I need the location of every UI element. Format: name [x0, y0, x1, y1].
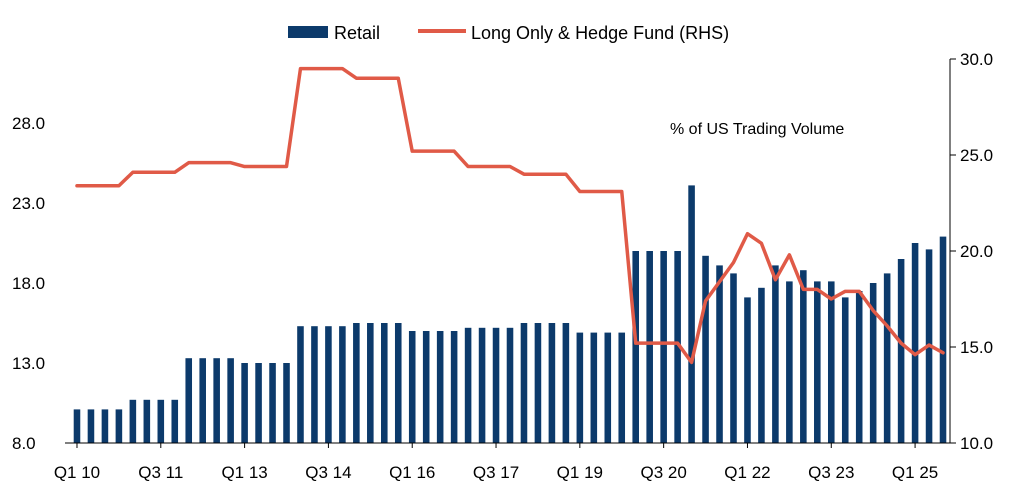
bar-retail: [101, 409, 109, 443]
bar-retail: [730, 273, 737, 443]
bar-retail: [73, 409, 81, 443]
bar-retail: [786, 281, 793, 443]
legend: Retail Long Only & Hedge Fund (RHS): [288, 23, 729, 43]
bar-retail: [590, 332, 598, 443]
left-tick-label: 23.0: [12, 194, 45, 213]
bar-retail: [800, 270, 807, 443]
bar-retail: [814, 281, 821, 443]
chart-annotation: % of US Trading Volume: [670, 121, 844, 138]
x-tick-label: Q3 23: [808, 463, 854, 482]
right-tick-label: 20.0: [960, 242, 993, 261]
bar-retail: [562, 323, 570, 443]
bar-retail: [87, 409, 95, 443]
left-tick-label: 18.0: [12, 274, 45, 293]
bar-retail: [520, 323, 528, 443]
x-tick-label: Q1 22: [724, 463, 770, 482]
bar-retail: [534, 323, 542, 443]
bar-retail: [255, 363, 262, 443]
line-long-only-hedge-fund: [75, 66, 945, 365]
bar-retail: [436, 331, 444, 443]
bar-retail: [241, 363, 248, 443]
x-axis-ticks: Q1 10 Q3 11 Q1 13 Q3 14 Q1 16 Q3 17 Q1 19 Q3 20…: [54, 443, 938, 482]
bar-retail: [897, 259, 905, 443]
right-tick-label: 25.0: [960, 146, 993, 165]
x-tick-label: Q3 11: [138, 463, 183, 482]
bar-retail: [632, 251, 639, 443]
bar-retail: [353, 323, 360, 443]
x-tick-label: Q1 13: [221, 463, 267, 482]
bar-retail: [855, 291, 863, 443]
bar-retail: [464, 327, 472, 443]
x-tick-label: Q3 20: [640, 463, 686, 482]
x-tick-label: Q3 14: [305, 463, 351, 482]
bar-retail: [325, 326, 332, 443]
bar-retail: [269, 363, 276, 443]
bar-retail: [367, 323, 374, 443]
bar-retail: [171, 399, 179, 443]
bar-retail: [185, 358, 193, 443]
bar-retail: [478, 327, 486, 443]
line-series-long-only-hedge-fund: [75, 66, 945, 365]
bar-retail: [869, 283, 877, 443]
bar-retail: [450, 331, 458, 443]
left-axis-ticks: 8.0 13.0 18.0 23.0 28.0: [12, 114, 45, 453]
bar-retail: [283, 363, 290, 443]
bar-retail: [604, 332, 612, 443]
bar-retail: [394, 323, 402, 443]
bar-retail: [883, 273, 891, 443]
x-tick-label: Q1 19: [557, 463, 603, 482]
bar-retail: [702, 255, 709, 443]
bar-retail: [841, 297, 849, 443]
x-tick-label: Q1 16: [389, 463, 435, 482]
x-tick-label: Q1 10: [54, 463, 100, 482]
bar-retail: [911, 243, 919, 443]
legend-label-retail: Retail: [334, 23, 380, 43]
bar-retail: [227, 358, 234, 443]
bar-retail: [744, 297, 751, 443]
bar-retail: [492, 327, 500, 443]
bar-retail: [660, 251, 667, 443]
bar-retail: [758, 287, 765, 443]
bar-retail: [115, 409, 123, 443]
bar-retail: [688, 185, 695, 443]
x-tick-label: Q3 17: [473, 463, 519, 482]
bar-retail: [939, 236, 947, 443]
bar-retail: [772, 265, 779, 443]
right-axis-ticks: 10.0 15.0 20.0 25.0 30.0: [950, 50, 993, 453]
bar-retail: [129, 399, 137, 443]
bar-retail: [548, 323, 556, 443]
bar-retail: [422, 331, 430, 443]
right-tick-label: 10.0: [960, 434, 993, 453]
bar-retail: [576, 332, 584, 443]
bar-retail: [311, 326, 318, 443]
left-tick-label: 28.0: [12, 114, 45, 133]
bar-retail: [506, 327, 514, 443]
bar-retail: [716, 265, 723, 443]
legend-label-line: Long Only & Hedge Fund (RHS): [471, 23, 729, 43]
left-tick-label: 13.0: [12, 354, 45, 373]
bar-retail: [297, 326, 304, 443]
bar-retail: [618, 332, 626, 443]
right-tick-label: 30.0: [960, 50, 993, 69]
bar-retail: [339, 326, 346, 443]
bar-series-retail: [73, 185, 947, 443]
x-tick-label: Q1 25: [892, 463, 938, 482]
bar-retail: [408, 331, 416, 443]
left-tick-label: 8.0: [12, 434, 36, 453]
bar-retail: [213, 358, 220, 443]
bar-retail: [674, 251, 681, 443]
bar-retail: [199, 358, 206, 443]
right-tick-label: 15.0: [960, 338, 993, 357]
legend-swatch-retail: [288, 26, 328, 38]
bar-retail: [827, 281, 835, 443]
bar-retail: [646, 251, 653, 443]
bar-retail: [381, 323, 388, 443]
bar-retail: [143, 399, 151, 443]
bar-retail: [157, 399, 165, 443]
